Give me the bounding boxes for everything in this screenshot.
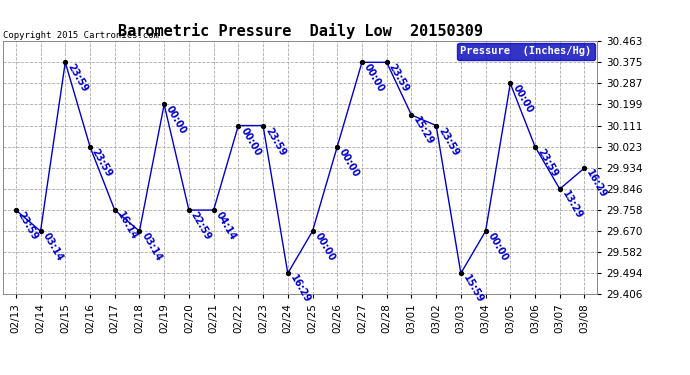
Point bbox=[579, 165, 590, 171]
Text: 16:14: 16:14 bbox=[115, 210, 139, 242]
Point bbox=[257, 123, 268, 129]
Text: 23:59: 23:59 bbox=[436, 126, 460, 158]
Text: 15:59: 15:59 bbox=[461, 273, 485, 305]
Text: 22:59: 22:59 bbox=[189, 210, 213, 242]
Point bbox=[134, 228, 145, 234]
Point bbox=[505, 80, 516, 86]
Point bbox=[10, 207, 21, 213]
Point bbox=[233, 123, 244, 129]
Point bbox=[406, 112, 417, 118]
Text: 16:29: 16:29 bbox=[584, 168, 609, 200]
Text: 00:00: 00:00 bbox=[238, 126, 262, 158]
Text: 00:00: 00:00 bbox=[337, 147, 362, 178]
Text: 00:00: 00:00 bbox=[313, 231, 337, 263]
Point bbox=[159, 102, 170, 108]
Point bbox=[184, 207, 195, 213]
Text: 00:00: 00:00 bbox=[362, 62, 386, 94]
Text: 23:59: 23:59 bbox=[386, 62, 411, 94]
Text: 00:00: 00:00 bbox=[486, 231, 510, 263]
Point bbox=[357, 59, 368, 65]
Point bbox=[480, 228, 491, 234]
Point bbox=[307, 228, 318, 234]
Point bbox=[109, 207, 120, 213]
Point bbox=[554, 186, 565, 192]
Text: 03:14: 03:14 bbox=[41, 231, 65, 263]
Point bbox=[84, 144, 95, 150]
Point bbox=[282, 270, 293, 276]
Text: 23:59: 23:59 bbox=[535, 147, 559, 178]
Text: 03:14: 03:14 bbox=[139, 231, 164, 263]
Point bbox=[208, 207, 219, 213]
Title: Barometric Pressure  Daily Low  20150309: Barometric Pressure Daily Low 20150309 bbox=[118, 23, 482, 39]
Point bbox=[455, 270, 466, 276]
Text: 23:59: 23:59 bbox=[66, 62, 90, 94]
Point bbox=[381, 59, 392, 65]
Text: 16:29: 16:29 bbox=[288, 273, 312, 305]
Point bbox=[529, 144, 540, 150]
Text: 00:00: 00:00 bbox=[164, 105, 188, 136]
Text: 13:29: 13:29 bbox=[560, 189, 584, 221]
Text: 04:14: 04:14 bbox=[214, 210, 238, 242]
Text: 15:29: 15:29 bbox=[411, 115, 435, 147]
Text: 23:59: 23:59 bbox=[263, 126, 287, 158]
Text: 23:59: 23:59 bbox=[16, 210, 40, 242]
Text: 00:00: 00:00 bbox=[511, 83, 535, 115]
Point bbox=[332, 144, 343, 150]
Point bbox=[60, 59, 71, 65]
Point bbox=[35, 228, 46, 234]
Text: Copyright 2015 Cartronics.com: Copyright 2015 Cartronics.com bbox=[3, 31, 159, 40]
Text: 23:59: 23:59 bbox=[90, 147, 114, 178]
Legend: Pressure  (Inches/Hg): Pressure (Inches/Hg) bbox=[457, 44, 595, 60]
Point bbox=[431, 123, 442, 129]
